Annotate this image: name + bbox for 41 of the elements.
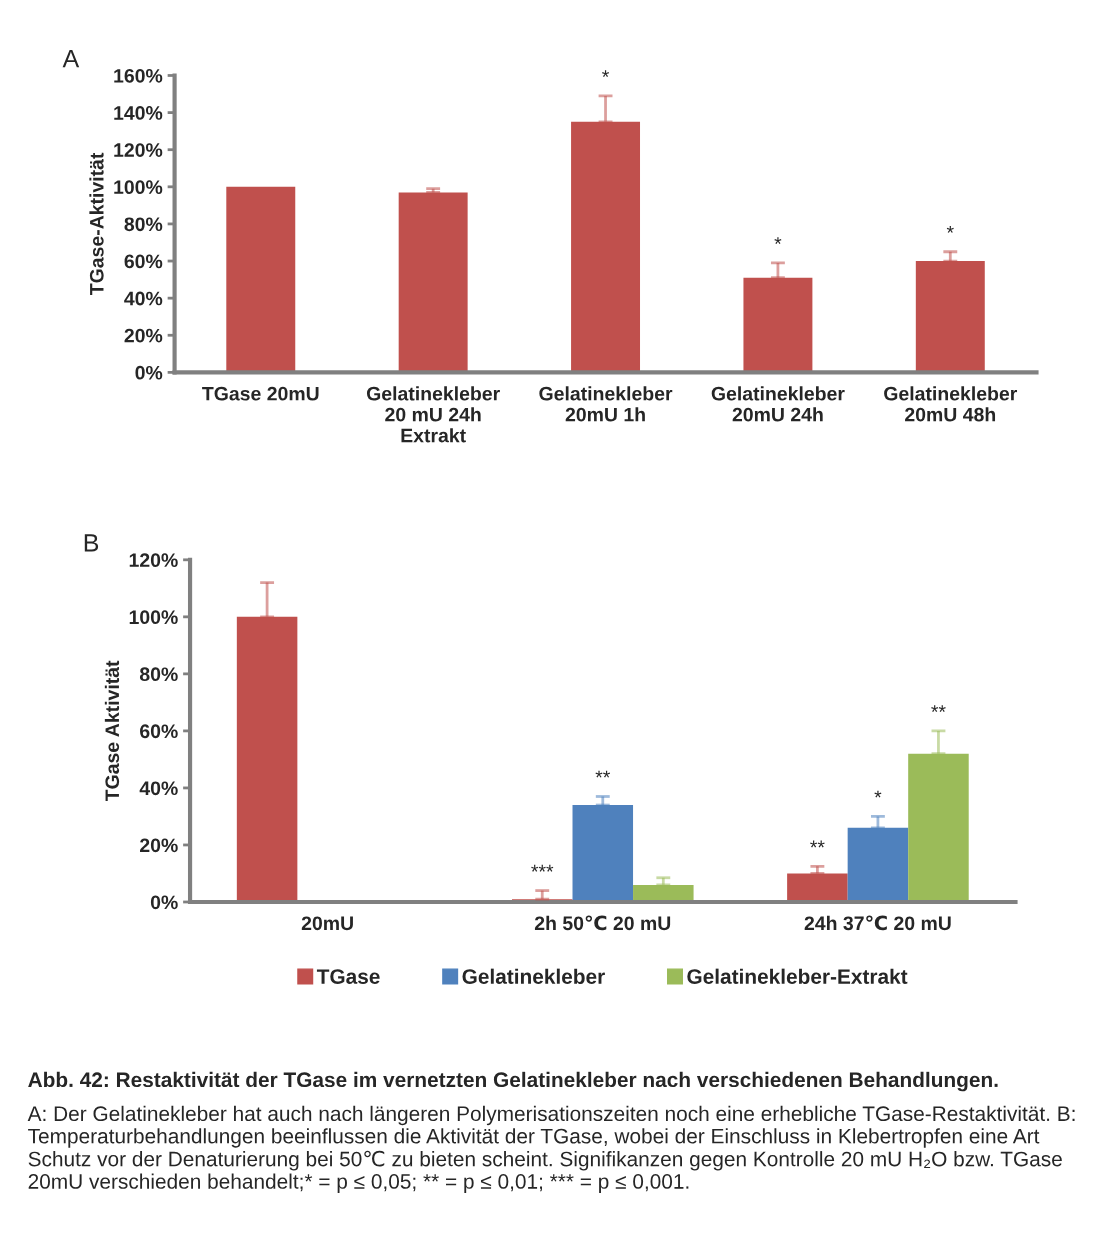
x-tick-label: 24h 37℃ 20 mU <box>804 915 951 931</box>
data-label: ** <box>931 705 946 712</box>
y-tick-label: 20% <box>140 838 178 853</box>
y-tick-label: 80% <box>124 217 163 232</box>
x-tick-label: 20mU <box>301 916 353 931</box>
chart-title: A <box>62 49 80 68</box>
y-tick-label: 140% <box>114 106 163 120</box>
y-tick-label: 100% <box>129 610 178 625</box>
y-tick-label: 60% <box>124 254 163 269</box>
y-tick-label: 120% <box>129 553 178 568</box>
data-label: ** <box>810 840 825 848</box>
y-tick-label: 60% <box>140 724 178 739</box>
data-label: * <box>874 790 882 798</box>
y-tick-label: 160% <box>114 68 163 83</box>
text: A: Der Gelatinekleber hat auch nach längeren Polymerisationszeiten noch eine erhebliche TGase-Restaktivität. B: Temperaturbehandlungen beeinflussen die Aktivität der TGase, wobei der Einschluss in Klebertropfen eine Art Schutz vor der Denaturierung bei 50℃ zu bieten scheint. Signifikanzen gegen Kontrolle 20 mU H₂O bzw. TGase 20mU verschieden behandelt;* = p ≤ 0,05; ** = p ≤ 0,01; *** = p ≤ 0,001. <box>27 1105 1075 1193</box>
x-tick-label: Gelatinekleber 20mU 1h <box>539 386 673 422</box>
y-tick-label: 0% <box>150 895 178 910</box>
x-tick-label: Gelatinekleber 20mU 24h <box>711 386 845 422</box>
legend-label: TGase <box>316 969 380 984</box>
data-label: ** <box>595 770 611 778</box>
y-tick-label: 80% <box>139 667 178 682</box>
y-tick-label: 40% <box>124 291 163 306</box>
x-tick-label: Gelatinekleber 20mU 48h <box>884 386 1018 422</box>
y-axis-title: TGase-Aktivität <box>89 152 104 296</box>
data-label: * <box>946 226 954 233</box>
legend-label: Gelatinekleber-Extrakt <box>687 968 908 984</box>
y-tick-label: 0% <box>135 365 163 380</box>
y-axis-title: TGase Aktivität <box>104 660 120 802</box>
y-tick-label: 100% <box>114 180 163 195</box>
legend-label: Gelatinekleber <box>462 968 605 984</box>
data-label: *** <box>531 864 554 872</box>
y-tick-label: 120% <box>114 143 163 157</box>
chart-title: B <box>84 534 99 552</box>
x-tick-label: Gelatinekleber 20 mU 24h Extrakt <box>366 386 500 443</box>
x-tick-label: 2h 50℃ 20 mU <box>534 915 671 931</box>
y-tick-label: 40% <box>139 781 178 796</box>
y-tick-label: 20% <box>124 328 163 343</box>
data-label: * <box>602 70 610 77</box>
caption: Abb. 42: Restaktivität der TGase im vernetzten Gelatinekleber nach verschiedenen Behandlungen. <box>28 1071 998 1092</box>
data-label: * <box>774 237 782 244</box>
x-tick-label: TGase 20mU <box>202 386 319 401</box>
